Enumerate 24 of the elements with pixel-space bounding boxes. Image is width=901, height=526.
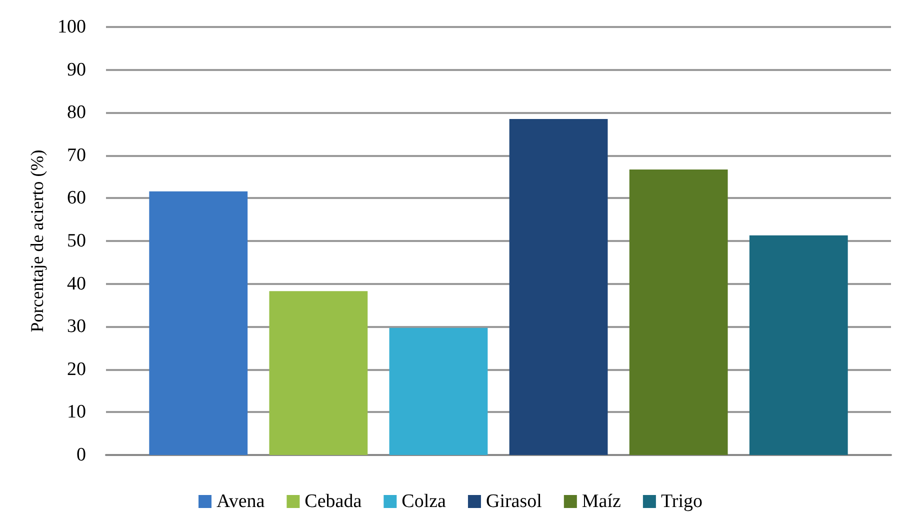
y-tick-label: 0 (76, 444, 86, 466)
y-tick-label: 50 (67, 230, 86, 252)
legend-label: Colza (402, 491, 447, 512)
legend-label: Girasol (486, 491, 542, 512)
bar (509, 119, 608, 455)
legend-label: Cebada (304, 491, 362, 512)
y-tick-label: 100 (58, 16, 86, 38)
y-tick-label: 30 (67, 316, 86, 338)
bar (629, 170, 728, 455)
bar (389, 328, 488, 455)
bar (749, 235, 848, 455)
bar (149, 191, 248, 455)
y-tick-label: 40 (67, 273, 86, 294)
y-tick-label: 20 (67, 358, 86, 380)
y-tick-label: 80 (67, 102, 86, 124)
y-axis-title: Porcentaje de acierto (%) (27, 150, 47, 332)
y-tick-label: 10 (67, 402, 86, 423)
legend-label: Trigo (660, 491, 702, 512)
y-tick-label: 60 (67, 188, 86, 209)
y-tick-label: 90 (67, 59, 86, 80)
bar (269, 291, 368, 455)
legend-label: Avena (216, 491, 266, 512)
legend-label: Maíz (582, 491, 621, 512)
y-tick-label: 70 (67, 144, 86, 166)
